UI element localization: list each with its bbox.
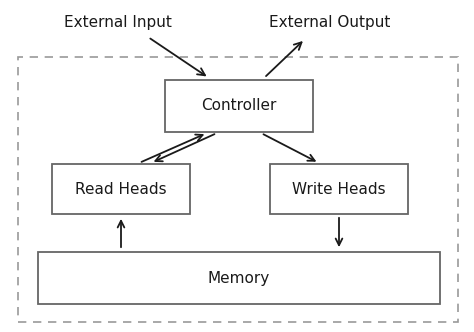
- Text: Controller: Controller: [201, 99, 277, 114]
- Text: External Output: External Output: [269, 15, 391, 30]
- Text: Read Heads: Read Heads: [75, 182, 167, 197]
- FancyBboxPatch shape: [52, 164, 190, 214]
- FancyBboxPatch shape: [38, 252, 440, 304]
- FancyBboxPatch shape: [270, 164, 408, 214]
- Text: External Input: External Input: [64, 15, 172, 30]
- Text: Memory: Memory: [208, 271, 270, 286]
- FancyBboxPatch shape: [165, 80, 313, 132]
- Text: Write Heads: Write Heads: [292, 182, 386, 197]
